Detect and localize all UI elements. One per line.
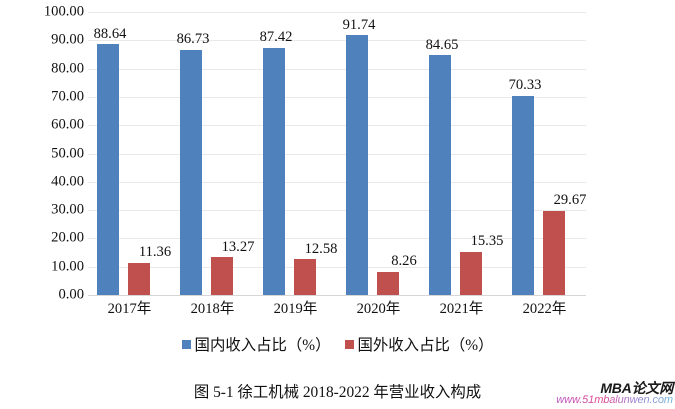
- y-axis-tick-label: 60.00: [51, 116, 84, 133]
- bar-value-label: 84.65: [425, 36, 459, 53]
- bar-domestic[interactable]: [97, 44, 119, 295]
- x-axis-tick-label: 2021年: [439, 301, 484, 317]
- bar-group: 84.65 15.35: [420, 12, 503, 295]
- y-axis-tick-label: 90.00: [51, 32, 84, 48]
- bar-overseas[interactable]: [128, 262, 150, 295]
- x-axis-tick-label: 2017年: [107, 301, 152, 317]
- bar-overseas[interactable]: [377, 271, 399, 295]
- x-axis-tick-label: 2022年: [522, 301, 567, 317]
- x-axis-tick-label: 2018年: [190, 301, 235, 317]
- watermark-url: www.51mbalunwen.com: [523, 395, 673, 407]
- bar-value-label: 70.33: [508, 77, 542, 94]
- bar-domestic[interactable]: [512, 95, 534, 295]
- bar-group: 86.73 13.27: [171, 12, 254, 295]
- legend-swatch-icon: [181, 339, 191, 349]
- plot-area: 88.64 11.36 86.73 13.27 87.42 12.58 91.74 8.26 8…: [88, 12, 586, 296]
- gridline: [88, 181, 586, 183]
- bar-domestic[interactable]: [346, 35, 368, 295]
- legend-item-domestic[interactable]: 国内收入占比（%）: [181, 336, 331, 354]
- legend-item-label: 国外收入占比（%）: [357, 336, 494, 354]
- bar-overseas[interactable]: [211, 257, 233, 295]
- y-axis-tick-label: 20.00: [51, 230, 84, 247]
- bar-value-label: 8.26: [391, 253, 417, 270]
- y-axis-tick-label: 30.00: [51, 201, 84, 218]
- bar-overseas[interactable]: [460, 251, 482, 295]
- x-axis-tick-label: 2020年: [356, 301, 401, 317]
- bar-value-label: 11.36: [138, 244, 172, 261]
- gridline: [88, 12, 586, 13]
- figure-caption: 图 5-1 徐工机械 2018-2022 年营业收入构成: [193, 384, 482, 401]
- bar-group: 70.33 29.67: [503, 12, 586, 295]
- bar-domestic[interactable]: [180, 49, 202, 295]
- gridline: [88, 295, 586, 296]
- bar-value-label: 87.42: [259, 29, 293, 46]
- bar-domestic[interactable]: [429, 55, 451, 295]
- bar-value-label: 86.73: [176, 30, 210, 47]
- legend-swatch-icon: [344, 339, 354, 349]
- gridline: [88, 68, 586, 70]
- bar-value-label: 29.67: [553, 192, 587, 209]
- y-axis-tick-label: 70.00: [51, 88, 84, 105]
- bar-value-label: 88.64: [93, 25, 127, 42]
- gridline: [88, 238, 586, 240]
- bar-group: 88.64 11.36: [88, 12, 171, 295]
- legend-item-label: 国内收入占比（%）: [194, 336, 331, 354]
- x-axis: 2017年 2018年 2019年 2020年 2021年 2022年: [88, 300, 586, 324]
- y-axis-tick-label: 0.00: [58, 286, 84, 303]
- legend-item-overseas[interactable]: 国外收入占比（%）: [344, 336, 494, 354]
- watermark: MBA论文网 www.51mbalunwen.com: [523, 381, 673, 407]
- bar-domestic[interactable]: [263, 47, 285, 295]
- bar-overseas[interactable]: [543, 211, 565, 295]
- gridline: [88, 266, 586, 268]
- gridline: [88, 210, 586, 212]
- gridline: [88, 125, 586, 127]
- y-axis-tick-label: 40.00: [51, 173, 84, 190]
- bar-overseas[interactable]: [294, 259, 316, 295]
- gridline: [88, 153, 586, 155]
- y-axis: 0.00 10.00 20.00 30.00 40.00 50.00 60.00 70.00 8…: [0, 5, 84, 302]
- y-axis-tick-label: 50.00: [51, 145, 84, 162]
- bar-value-label: 15.35: [470, 232, 504, 249]
- bar-value-label: 12.58: [304, 240, 338, 257]
- y-axis-tick-label: 10.00: [51, 258, 84, 275]
- gridline: [88, 96, 586, 98]
- bar-value-label: 13.27: [221, 238, 255, 255]
- y-axis-tick-label: 80.00: [51, 60, 84, 77]
- watermark-title: MBA论文网: [600, 379, 673, 396]
- bar-group: 91.74 8.26: [337, 12, 420, 295]
- bar-value-label: 91.74: [342, 16, 376, 33]
- x-axis-tick-label: 2019年: [273, 301, 318, 317]
- chart-legend: 国内收入占比（%） 国外收入占比（%）: [0, 337, 675, 353]
- gridline: [88, 40, 586, 42]
- bar-group: 87.42 12.58: [254, 12, 337, 295]
- y-axis-tick-label: 100.00: [43, 3, 84, 20]
